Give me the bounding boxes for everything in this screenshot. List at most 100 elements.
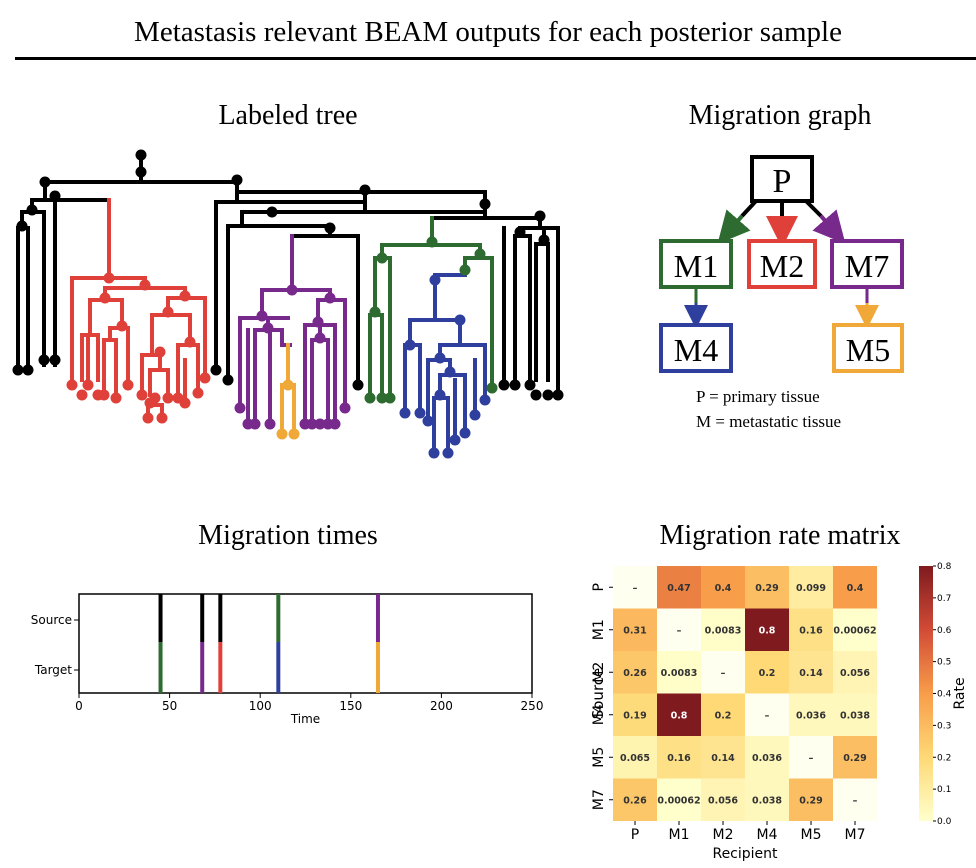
colorbar-tick-label: 0.4 bbox=[937, 690, 952, 700]
times-xtick-label: 50 bbox=[162, 699, 177, 713]
graph-panel-title: Migration graph bbox=[688, 100, 872, 131]
heatmap-cell-label: 0.14 bbox=[711, 753, 735, 764]
heatmap-cell bbox=[701, 608, 745, 651]
tree-node-m7 bbox=[264, 418, 276, 430]
tree-node-p bbox=[524, 379, 536, 391]
tree-node-m7 bbox=[339, 402, 351, 414]
tree-node-m4 bbox=[434, 389, 446, 401]
heatmap-cell bbox=[833, 778, 877, 821]
tree-node-p bbox=[534, 210, 546, 222]
heatmap-cell bbox=[833, 566, 877, 609]
colorbar-tick-label: 0.7 bbox=[937, 594, 951, 604]
heatmap-x-axis-label: Recipient bbox=[712, 846, 778, 862]
tree-node-m1 bbox=[384, 392, 396, 404]
heatmap-cell bbox=[789, 778, 833, 821]
heatmap-cell-label: – bbox=[809, 753, 814, 764]
heatmap-cell-label: 0.038 bbox=[752, 795, 782, 806]
heatmap-cell-label: 0.31 bbox=[623, 625, 646, 636]
tree-node-p bbox=[498, 379, 510, 391]
heatmap-cell-label: 0.0083 bbox=[705, 625, 742, 636]
tree-node-m2 bbox=[162, 306, 174, 318]
times-panel-title: Migration times bbox=[198, 520, 378, 551]
graph-node-m7-label: M7 bbox=[845, 248, 889, 284]
tree-node-m2 bbox=[82, 379, 94, 391]
heatmap-cell-label: 0.14 bbox=[799, 668, 823, 679]
heatmap-col-label: M1 bbox=[669, 827, 690, 843]
heatmap-col-label: M5 bbox=[801, 827, 822, 843]
heatmap-cell bbox=[701, 778, 745, 821]
heatmap-cell-label: 0.16 bbox=[667, 753, 691, 764]
times-xtick-label: 0 bbox=[75, 699, 83, 713]
heatmap-row-label: M5 bbox=[591, 747, 607, 768]
heatmap-cell bbox=[833, 651, 877, 694]
tree-node-m2 bbox=[179, 290, 191, 302]
tree-node-p bbox=[352, 379, 364, 391]
tree-node-m4 bbox=[442, 447, 454, 459]
heatmap-cell bbox=[657, 566, 701, 609]
tree-node-m2 bbox=[154, 346, 166, 358]
tree-node-m7 bbox=[249, 418, 261, 430]
tree-node-m4 bbox=[429, 274, 441, 286]
heatmap-cell-label: – bbox=[633, 583, 638, 594]
tree-node-p bbox=[231, 174, 243, 186]
graph-node-m2-label: M2 bbox=[760, 248, 804, 284]
tree-node-p bbox=[359, 184, 371, 196]
tree-node-m2 bbox=[144, 397, 156, 409]
tree-node-m1 bbox=[459, 264, 471, 276]
tree-node-m2 bbox=[92, 389, 104, 401]
tree-node-p bbox=[39, 176, 51, 188]
heatmap-cell-label: 0.29 bbox=[755, 583, 778, 594]
heatmap-cell-label: – bbox=[765, 710, 770, 721]
colorbar-tick-label: 0.5 bbox=[937, 658, 951, 668]
tree-node-m2 bbox=[184, 336, 196, 348]
colorbar-label: Rate bbox=[952, 677, 968, 709]
heatmap-cell bbox=[613, 651, 657, 694]
times-plot-frame bbox=[78, 593, 533, 694]
tree-node-m7 bbox=[312, 316, 324, 328]
tree-node-m5 bbox=[288, 428, 300, 440]
tree-node-p bbox=[38, 354, 50, 366]
heatmap-cell-label: 0.00062 bbox=[833, 625, 876, 636]
tree-node-m5 bbox=[276, 428, 288, 440]
figure-title: Metastasis relevant BEAM outputs for eac… bbox=[134, 16, 842, 48]
tree-node-p bbox=[514, 226, 526, 238]
tree-node-m7 bbox=[234, 402, 246, 414]
heatmap-cell-label: 0.065 bbox=[620, 753, 650, 764]
tree-node-m7 bbox=[256, 310, 268, 322]
heatmap-cell-label: 0.0083 bbox=[661, 668, 698, 679]
heatmap-cell bbox=[833, 693, 877, 736]
heatmap-col-label: P bbox=[631, 827, 639, 843]
heatmap-cell-label: 0.2 bbox=[759, 668, 776, 679]
tree-node-p bbox=[49, 354, 61, 366]
graph-node-m4 bbox=[659, 323, 733, 373]
heatmap-cell bbox=[833, 736, 877, 779]
matrix-panel-title: Migration rate matrix bbox=[659, 520, 901, 551]
tree-node-p bbox=[12, 364, 24, 376]
graph-legend-primary: P = primary tissue bbox=[696, 387, 820, 406]
times-x-axis-label: Time bbox=[290, 712, 320, 726]
heatmap-cell-label: 0.16 bbox=[799, 625, 823, 636]
heatmap-cell-label: 0.099 bbox=[796, 583, 826, 594]
heatmap-cell-label: – bbox=[853, 795, 858, 806]
heatmap-cell-label: 0.29 bbox=[843, 753, 866, 764]
heatmap-cell bbox=[657, 693, 701, 736]
heatmap-cell bbox=[701, 651, 745, 694]
heatmap-col-label: M2 bbox=[713, 827, 734, 843]
heatmap-cell-label: 0.8 bbox=[759, 625, 776, 636]
tree-node-p bbox=[135, 166, 147, 178]
heatmap-cell bbox=[745, 693, 789, 736]
tree-node-m7 bbox=[262, 322, 274, 334]
graph-node-m2 bbox=[747, 239, 817, 289]
heatmap-col-label: M7 bbox=[845, 827, 866, 843]
graph-node-p bbox=[750, 155, 814, 203]
graph-node-m4-label: M4 bbox=[674, 332, 718, 368]
colorbar-tick-label: 0.8 bbox=[937, 562, 952, 572]
times-xtick-label: 150 bbox=[339, 699, 362, 713]
heatmap-cell-label: 0.056 bbox=[840, 668, 870, 679]
heatmap-cell bbox=[833, 608, 877, 651]
tree-node-p bbox=[49, 190, 61, 202]
tree-node-m5 bbox=[282, 379, 294, 391]
heatmap-cell bbox=[657, 778, 701, 821]
times-xtick-label: 100 bbox=[249, 699, 272, 713]
tree-node-m2 bbox=[142, 412, 154, 424]
